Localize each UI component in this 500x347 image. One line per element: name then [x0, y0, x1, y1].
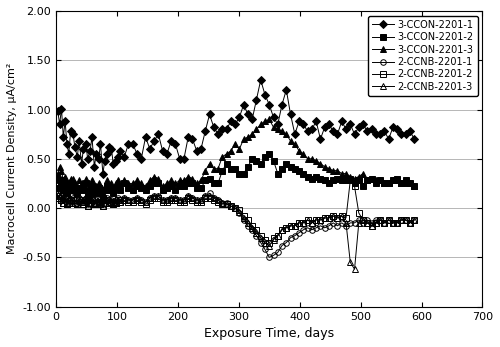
3-CCON-2201-3 [55, 171, 61, 176]
3-CCON-2201-1 [55, 109, 61, 113]
3-CCON-2201-3 [412, 184, 418, 188]
2-CCNB-2201-3 [96, 200, 102, 204]
3-CCON-2201-2 [93, 188, 99, 193]
2-CCNB-2201-2 [398, 218, 404, 222]
3-CCON-2201-2 [398, 181, 404, 186]
2-CCNB-2201-2 [412, 218, 418, 222]
3-CCON-2201-1 [104, 152, 110, 156]
2-CCNB-2201-2 [348, 178, 354, 183]
2-CCNB-2201-3 [55, 196, 61, 200]
2-CCNB-2201-3 [386, 218, 392, 222]
3-CCON-2201-1 [258, 78, 264, 82]
3-CCON-2201-2 [245, 164, 251, 169]
2-CCNB-2201-1 [56, 188, 62, 193]
2-CCNB-2201-2 [266, 240, 272, 245]
2-CCNB-2201-1 [245, 224, 251, 228]
3-CCON-2201-2 [386, 181, 392, 186]
3-CCON-2201-1 [386, 137, 392, 141]
X-axis label: Exposure Time, days: Exposure Time, days [204, 327, 334, 340]
2-CCNB-2201-2 [240, 214, 246, 218]
3-CCON-2201-3 [266, 117, 272, 121]
2-CCNB-2201-2 [55, 196, 61, 200]
Line: 2-CCNB-2201-2: 2-CCNB-2201-2 [55, 178, 417, 245]
3-CCON-2201-3 [398, 181, 404, 186]
Line: 2-CCNB-2201-1: 2-CCNB-2201-1 [55, 188, 417, 260]
Line: 3-CCON-2201-1: 3-CCON-2201-1 [55, 77, 417, 176]
3-CCON-2201-2 [211, 181, 217, 186]
2-CCNB-2201-2 [102, 201, 107, 205]
2-CCNB-2201-3 [245, 221, 251, 225]
3-CCON-2201-1 [93, 152, 99, 156]
3-CCON-2201-3 [245, 135, 251, 139]
2-CCNB-2201-1 [412, 218, 418, 222]
2-CCNB-2201-3 [398, 218, 404, 222]
3-CCON-2201-2 [412, 184, 418, 188]
3-CCON-2201-2 [55, 186, 61, 191]
3-CCON-2201-3 [84, 191, 90, 195]
3-CCON-2201-2 [100, 196, 106, 200]
3-CCON-2201-1 [398, 132, 404, 136]
2-CCNB-2201-2 [206, 196, 212, 200]
3-CCON-2201-3 [96, 181, 102, 186]
3-CCON-2201-1 [211, 125, 217, 129]
3-CCON-2201-2 [104, 184, 110, 188]
3-CCON-2201-3 [211, 167, 217, 171]
Y-axis label: Macrocell Current Density, μA/cm²: Macrocell Current Density, μA/cm² [7, 63, 17, 254]
3-CCON-2201-1 [412, 137, 418, 141]
2-CCNB-2201-3 [352, 267, 358, 271]
3-CCON-2201-2 [266, 152, 272, 156]
3-CCON-2201-1 [100, 171, 106, 176]
2-CCNB-2201-1 [104, 196, 110, 200]
2-CCNB-2201-1 [211, 196, 217, 200]
2-CCNB-2201-2 [386, 218, 392, 222]
Line: 2-CCNB-2201-3: 2-CCNB-2201-3 [55, 194, 417, 272]
Line: 3-CCON-2201-2: 3-CCON-2201-2 [55, 151, 417, 201]
Legend: 3-CCON-2201-1, 3-CCON-2201-2, 3-CCON-2201-3, 2-CCNB-2201-1, 2-CCNB-2201-2, 2-CCN: 3-CCON-2201-1, 3-CCON-2201-2, 3-CCON-220… [368, 16, 478, 96]
3-CCON-2201-3 [386, 181, 392, 186]
Line: 3-CCON-2201-3: 3-CCON-2201-3 [55, 117, 417, 196]
2-CCNB-2201-3 [211, 196, 217, 200]
3-CCON-2201-3 [104, 178, 110, 183]
2-CCNB-2201-3 [412, 218, 418, 222]
2-CCNB-2201-1 [398, 218, 404, 222]
2-CCNB-2201-2 [93, 201, 99, 205]
3-CCON-2201-1 [245, 112, 251, 117]
2-CCNB-2201-1 [386, 218, 392, 222]
2-CCNB-2201-3 [104, 198, 110, 202]
2-CCNB-2201-1 [55, 191, 61, 195]
2-CCNB-2201-3 [56, 194, 62, 198]
2-CCNB-2201-1 [266, 255, 272, 260]
2-CCNB-2201-1 [96, 198, 102, 202]
